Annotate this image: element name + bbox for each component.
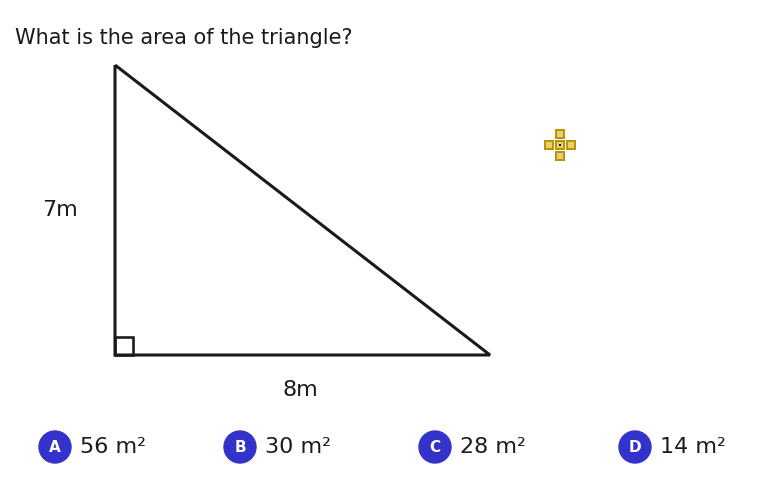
Text: 56 m²: 56 m² xyxy=(80,437,146,457)
Text: 28 m²: 28 m² xyxy=(460,437,526,457)
Bar xyxy=(566,140,576,150)
Bar xyxy=(555,129,565,139)
Circle shape xyxy=(619,431,651,463)
Text: 8m: 8m xyxy=(282,380,318,400)
Bar xyxy=(555,151,565,161)
Bar xyxy=(555,140,565,150)
Circle shape xyxy=(419,431,451,463)
Bar xyxy=(568,142,574,148)
Bar xyxy=(558,144,562,147)
Text: D: D xyxy=(629,439,641,455)
Text: 14 m²: 14 m² xyxy=(660,437,726,457)
Bar xyxy=(557,153,563,159)
Text: C: C xyxy=(430,439,441,455)
Text: What is the area of the triangle?: What is the area of the triangle? xyxy=(15,28,353,48)
Circle shape xyxy=(224,431,256,463)
Bar xyxy=(557,142,563,148)
Circle shape xyxy=(39,431,71,463)
Text: 30 m²: 30 m² xyxy=(265,437,331,457)
Text: 7m: 7m xyxy=(42,200,78,220)
Text: B: B xyxy=(234,439,246,455)
Bar xyxy=(557,131,563,137)
Text: A: A xyxy=(49,439,61,455)
Bar xyxy=(544,140,555,150)
Bar xyxy=(546,142,552,148)
